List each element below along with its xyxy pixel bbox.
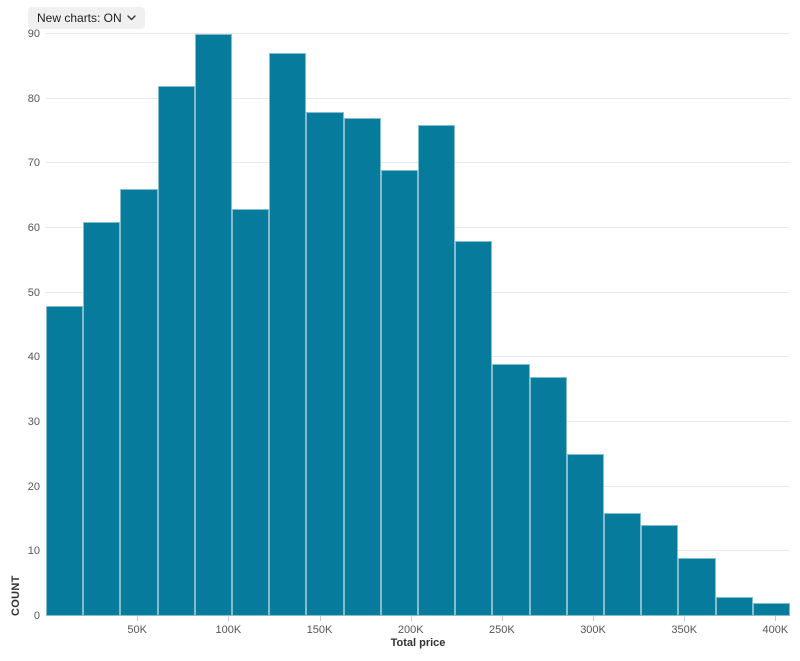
histogram-bar[interactable] <box>678 557 716 616</box>
y-tick-label: 20 <box>27 480 40 493</box>
histogram-bar[interactable] <box>46 305 84 616</box>
histogram-bar[interactable] <box>194 34 232 616</box>
histogram-bar[interactable] <box>455 240 493 616</box>
y-tick-label: 40 <box>27 351 40 364</box>
x-tick-label: 100K <box>215 624 242 636</box>
plot-area: 50K 100K 150K 200K 250K 300K 350K 400K <box>46 33 790 636</box>
chevron-down-icon <box>126 15 136 21</box>
bars-container <box>46 34 790 616</box>
x-axis-title: Total price <box>390 637 446 649</box>
histogram-bar[interactable] <box>269 53 307 616</box>
new-charts-dropdown-label: New charts: ON <box>37 11 122 25</box>
y-tick-label: 60 <box>27 222 40 234</box>
histogram-bar[interactable] <box>120 189 158 616</box>
y-tick-label: 70 <box>27 157 40 170</box>
x-tick-mark <box>775 616 777 621</box>
x-tick-mark <box>228 616 230 621</box>
x-tick-mark <box>319 616 321 621</box>
y-tick-label: 30 <box>27 416 40 428</box>
y-tick-label: 0 <box>33 610 40 622</box>
y-axis-title: COUNT <box>10 575 22 616</box>
x-tick-label: 350K <box>671 624 698 636</box>
gridline <box>46 33 790 34</box>
x-tick-label: 300K <box>580 624 606 636</box>
histogram-bar[interactable] <box>83 221 121 616</box>
histogram-bar[interactable] <box>343 118 381 616</box>
x-tick-mark <box>410 616 412 621</box>
y-tick-label: 50 <box>27 286 40 299</box>
histogram-bar[interactable] <box>157 85 195 616</box>
y-tick-label: 10 <box>27 545 40 558</box>
histogram-bar[interactable] <box>604 512 642 616</box>
x-tick-mark <box>684 616 686 621</box>
x-tick-mark <box>137 616 139 621</box>
x-tick-label: 400K <box>762 624 789 636</box>
histogram-bar[interactable] <box>232 208 270 616</box>
x-tick-label: 150K <box>306 624 333 636</box>
y-tick-label: 80 <box>27 92 40 105</box>
histogram-bar[interactable] <box>492 363 530 616</box>
gridline <box>46 97 790 99</box>
y-tick-label: 90 <box>27 28 40 40</box>
histogram-bar[interactable] <box>566 454 604 616</box>
histogram-bar[interactable] <box>380 169 418 616</box>
histogram-bar[interactable] <box>418 124 456 616</box>
x-tick-label: 50K <box>127 624 147 636</box>
x-tick-mark <box>593 616 595 621</box>
histogram-bar[interactable] <box>715 596 753 616</box>
x-tick-label: 200K <box>397 624 424 636</box>
new-charts-dropdown[interactable]: New charts: ON <box>28 7 145 29</box>
x-tick-mark <box>501 616 503 621</box>
x-tick-label: 250K <box>489 624 515 636</box>
histogram-bar[interactable] <box>529 376 567 616</box>
histogram-bar[interactable] <box>641 525 679 616</box>
histogram-bar[interactable] <box>306 111 344 616</box>
histogram-bar[interactable] <box>752 603 790 616</box>
